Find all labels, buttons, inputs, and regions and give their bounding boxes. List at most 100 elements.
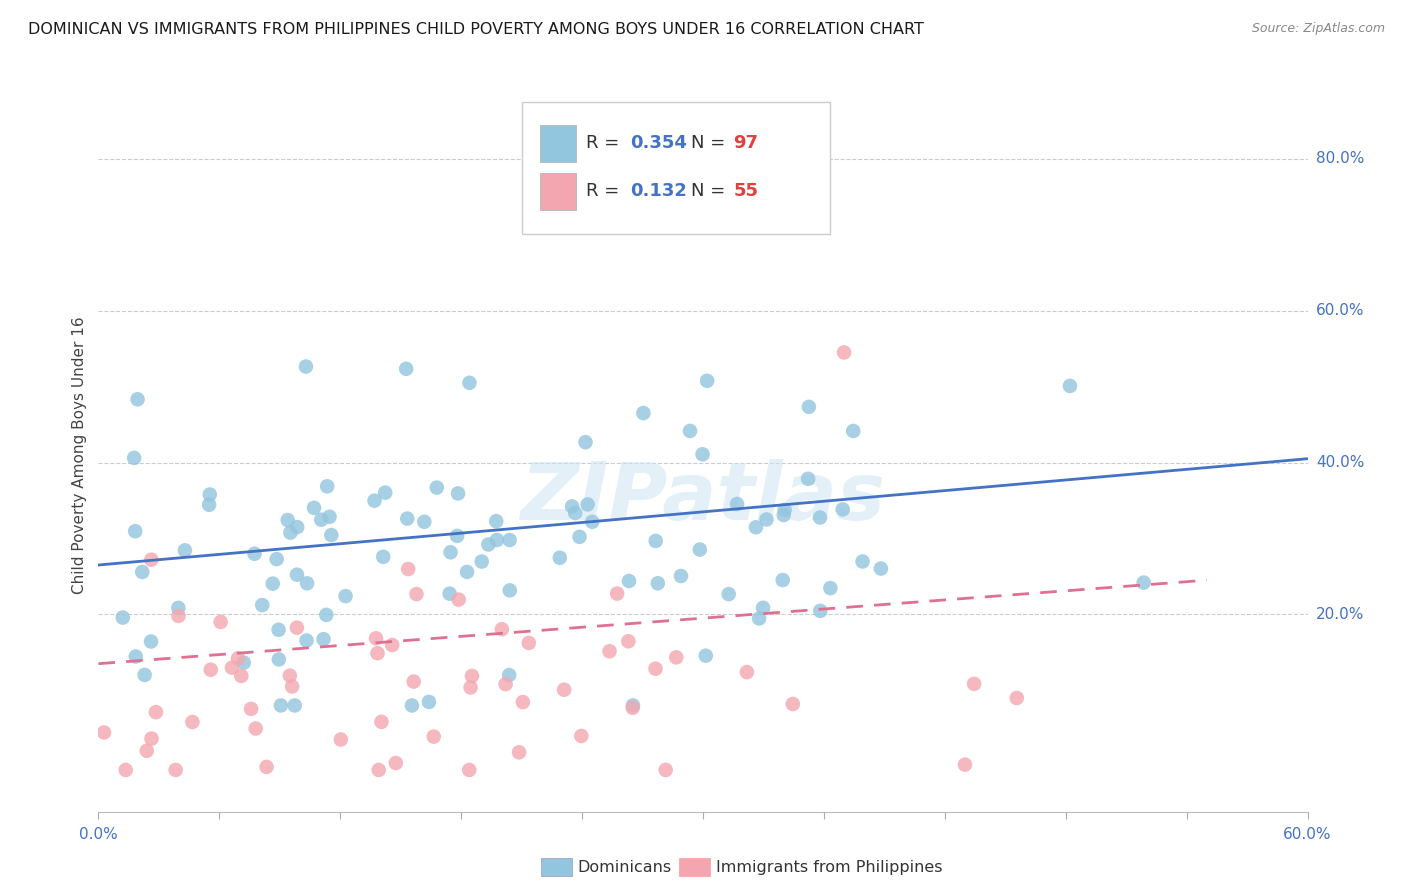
Point	[198, 498, 221, 512]
Text: 60.0%: 60.0%	[1284, 827, 1331, 842]
Point	[439, 545, 461, 559]
Point	[127, 392, 149, 407]
Point	[669, 569, 692, 583]
Text: 0.132: 0.132	[630, 182, 688, 200]
Point	[633, 406, 655, 420]
Point	[395, 361, 418, 376]
Point	[135, 744, 157, 758]
Point	[200, 663, 222, 677]
Point	[679, 424, 702, 438]
Point	[797, 472, 820, 486]
Point	[285, 567, 308, 582]
Point	[748, 611, 770, 625]
Point	[270, 698, 292, 713]
Point	[581, 515, 603, 529]
Point	[803, 212, 825, 227]
Point	[285, 621, 308, 635]
Point	[461, 669, 484, 683]
Point	[139, 634, 162, 648]
Point	[797, 400, 820, 414]
Point	[695, 648, 717, 663]
Point	[367, 646, 389, 660]
Text: Source: ZipAtlas.com: Source: ZipAtlas.com	[1251, 22, 1385, 36]
Point	[644, 662, 666, 676]
Point	[278, 668, 301, 682]
Point	[165, 763, 187, 777]
Point	[262, 576, 284, 591]
Text: 20.0%: 20.0%	[1316, 607, 1364, 622]
Point	[561, 500, 583, 514]
Point	[309, 513, 332, 527]
Point	[773, 503, 796, 517]
Point	[617, 634, 640, 648]
Point	[295, 576, 318, 591]
Point	[145, 705, 167, 719]
Point	[477, 537, 499, 551]
Point	[226, 651, 249, 665]
Point	[1059, 379, 1081, 393]
Point	[782, 697, 804, 711]
Point	[256, 760, 278, 774]
Point	[266, 552, 288, 566]
Point	[280, 525, 302, 540]
Point	[621, 700, 644, 714]
Text: 55: 55	[734, 182, 758, 200]
Point	[267, 652, 290, 666]
Point	[953, 757, 976, 772]
Point	[209, 615, 232, 629]
Point	[654, 763, 676, 777]
Point	[491, 622, 513, 636]
Point	[243, 547, 266, 561]
Point	[221, 660, 243, 674]
Point	[245, 722, 267, 736]
Text: 0.354: 0.354	[630, 134, 688, 152]
Point	[141, 731, 163, 746]
Point	[1005, 691, 1028, 706]
Point	[277, 513, 299, 527]
Point	[401, 698, 423, 713]
Point	[498, 668, 520, 682]
Point	[832, 345, 855, 359]
Text: N =: N =	[690, 134, 731, 152]
Point	[402, 674, 425, 689]
Point	[329, 732, 352, 747]
Point	[1132, 575, 1154, 590]
Point	[111, 610, 134, 624]
Point	[456, 565, 478, 579]
Point	[831, 502, 853, 516]
Point	[752, 600, 775, 615]
Text: R =: R =	[586, 134, 624, 152]
Point	[267, 623, 290, 637]
Point	[851, 554, 873, 568]
Point	[396, 562, 419, 576]
Text: 97: 97	[734, 134, 758, 152]
Point	[458, 376, 481, 390]
Point	[141, 552, 163, 566]
Point	[717, 587, 740, 601]
Point	[553, 682, 575, 697]
Point	[647, 576, 669, 591]
Point	[548, 550, 571, 565]
Point	[373, 549, 395, 564]
Point	[374, 485, 396, 500]
Point	[114, 763, 136, 777]
Point	[422, 730, 444, 744]
Point	[405, 587, 427, 601]
Point	[385, 756, 408, 770]
Point	[772, 573, 794, 587]
Text: 0.0%: 0.0%	[79, 827, 118, 842]
Point	[820, 581, 842, 595]
Point	[122, 450, 145, 465]
Point	[842, 424, 865, 438]
Point	[574, 435, 596, 450]
Point	[302, 500, 325, 515]
Point	[696, 374, 718, 388]
Point	[808, 604, 831, 618]
Point	[755, 512, 778, 526]
Point	[318, 509, 340, 524]
Point	[870, 561, 893, 575]
Point	[485, 514, 508, 528]
Point	[232, 656, 254, 670]
Point	[124, 524, 146, 539]
Point	[363, 493, 385, 508]
